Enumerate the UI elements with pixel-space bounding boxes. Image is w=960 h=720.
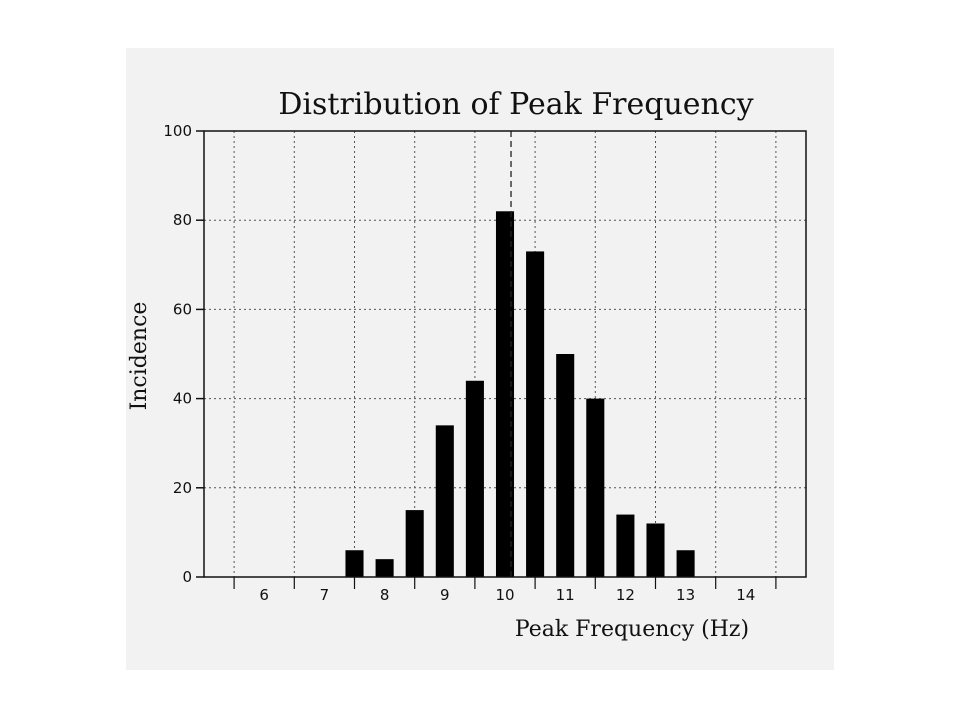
y-tick-label: 0	[182, 568, 192, 586]
bar-1	[375, 559, 394, 577]
y-tick-label: 100	[163, 122, 192, 140]
x-tick-label: 14	[736, 586, 755, 604]
bar-2	[405, 510, 424, 577]
bar-8	[586, 398, 605, 577]
y-tick-label: 20	[173, 479, 192, 497]
x-tick-label: 6	[259, 586, 269, 604]
x-tick-label: 10	[495, 586, 514, 604]
bar-10	[646, 523, 665, 577]
x-axis-label: Peak Frequency (Hz)	[515, 617, 749, 642]
x-tick-label: 13	[676, 586, 695, 604]
y-axis-label: Incidence	[127, 302, 152, 411]
bar-5	[495, 211, 515, 577]
bar-11	[676, 550, 695, 577]
chart-panel: Distribution of Peak Frequency 0 20 40 60 80…	[126, 48, 834, 670]
x-tick-label: 9	[440, 586, 450, 604]
bar-7	[556, 354, 575, 577]
bar-4	[465, 380, 484, 577]
axes	[196, 130, 807, 589]
bar-6	[526, 251, 545, 578]
chart-title: Distribution of Peak Frequency	[278, 87, 753, 122]
bar-9	[616, 514, 635, 577]
x-tick-labels: 6 7 8 9 10 11 12 13 14	[259, 586, 755, 604]
x-tick-label: 11	[556, 586, 575, 604]
y-tick-label: 80	[173, 211, 192, 229]
x-tick-label: 8	[380, 586, 390, 604]
y-tick-label: 60	[173, 300, 192, 318]
y-tick-label: 40	[173, 390, 192, 408]
histogram-chart: Distribution of Peak Frequency 020406080…	[127, 87, 807, 642]
x-tick-label: 12	[616, 586, 635, 604]
bar-3	[435, 425, 454, 577]
x-tick-label: 7	[320, 586, 330, 604]
plot-frame	[203, 130, 807, 578]
y-tick-labels: 0 20 40 60 80 100	[163, 122, 192, 586]
bar-0	[345, 550, 364, 577]
bars	[345, 211, 695, 578]
